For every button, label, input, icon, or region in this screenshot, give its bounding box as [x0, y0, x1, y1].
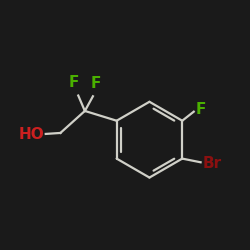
Text: F: F	[69, 75, 79, 90]
Text: F: F	[90, 76, 101, 91]
Text: Br: Br	[202, 156, 222, 170]
Text: F: F	[196, 102, 206, 117]
Text: HO: HO	[18, 127, 44, 142]
